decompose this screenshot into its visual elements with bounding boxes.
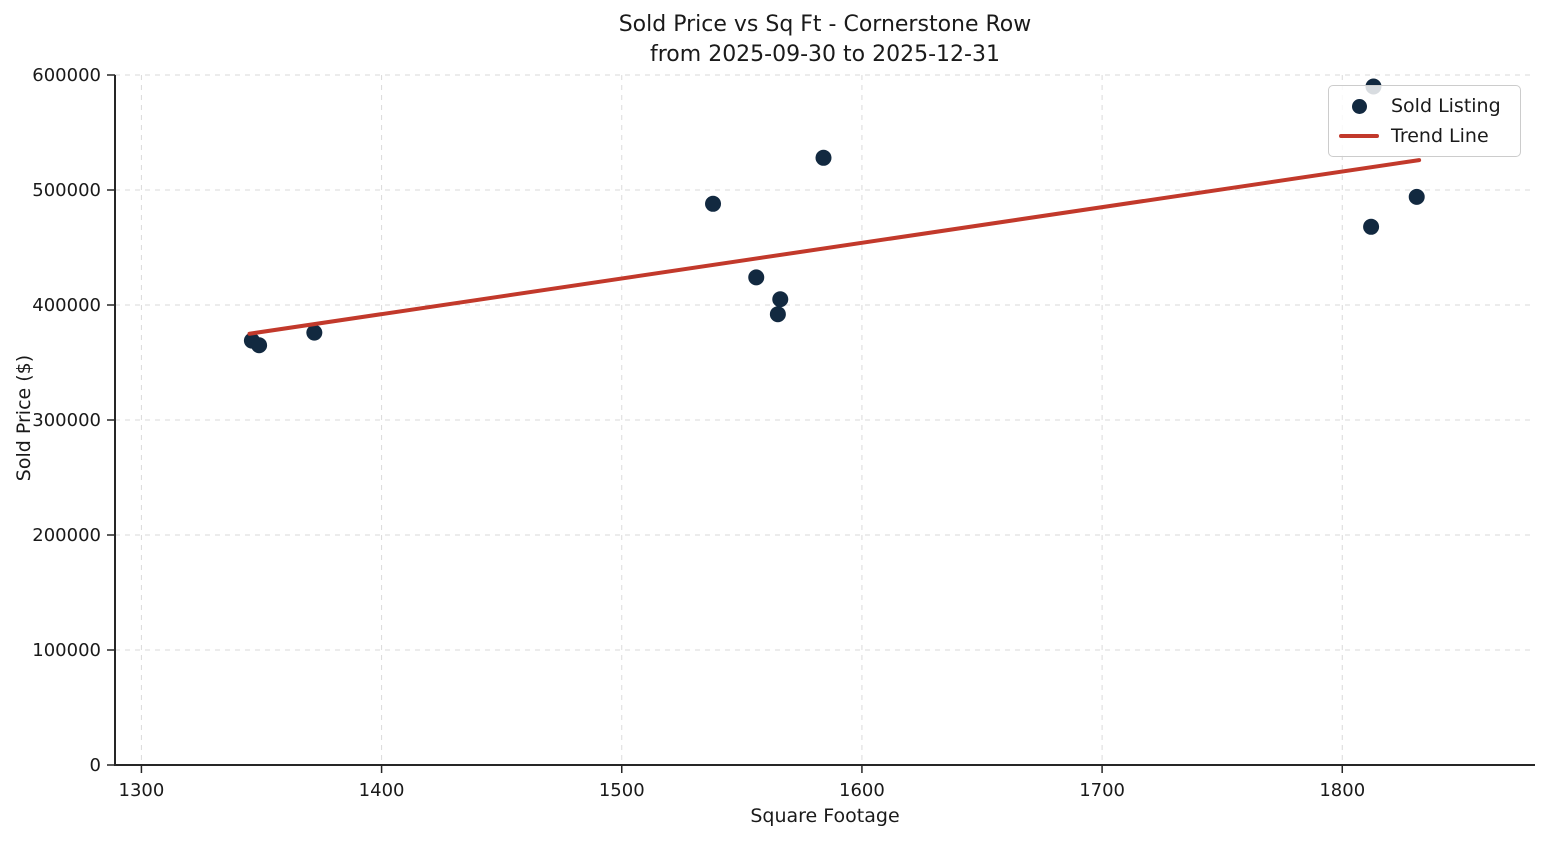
data-point <box>748 269 765 286</box>
x-tick-label: 1400 <box>359 780 405 801</box>
chart-legend: Sold Listing Trend Line <box>1328 85 1521 157</box>
y-tick-label: 100000 <box>32 640 101 661</box>
chart-title: Sold Price vs Sq Ft - Cornerstone Row fr… <box>115 10 1535 71</box>
y-tick-label: 400000 <box>32 295 101 316</box>
data-point <box>251 337 268 354</box>
y-tick-label: 200000 <box>32 525 101 546</box>
data-point <box>772 291 789 308</box>
x-tick-label: 1500 <box>599 780 645 801</box>
sold-listing-marker-icon <box>1339 98 1379 114</box>
data-point <box>1363 218 1380 235</box>
navy-dot-icon <box>1351 98 1367 114</box>
trend-line <box>247 158 1422 336</box>
red-line-icon <box>1339 134 1379 138</box>
y-tick-label: 300000 <box>32 410 101 431</box>
x-tick-label: 1800 <box>1319 780 1365 801</box>
x-axis-label: Square Footage <box>750 805 900 827</box>
y-tick-label: 600000 <box>32 65 101 86</box>
x-tick-label: 1600 <box>839 780 885 801</box>
data-point <box>1408 188 1425 205</box>
chart-title-line1: Sold Price vs Sq Ft - Cornerstone Row <box>618 12 1032 37</box>
legend-label-sold-listing: Sold Listing <box>1391 95 1501 117</box>
data-point <box>306 324 323 341</box>
y-axis-label: Sold Price ($) <box>13 354 35 482</box>
data-point <box>769 306 786 323</box>
trend-line-marker-icon <box>1339 134 1379 138</box>
data-point <box>815 149 832 166</box>
legend-label-trend-line: Trend Line <box>1391 125 1489 147</box>
chart-title-line2: from 2025-09-30 to 2025-12-31 <box>650 42 1000 68</box>
x-tick-label: 1300 <box>119 780 165 801</box>
legend-item-trend-line: Trend Line <box>1339 125 1508 147</box>
y-tick-label: 500000 <box>32 180 101 201</box>
x-tick-label: 1700 <box>1079 780 1125 801</box>
data-point <box>705 195 722 212</box>
y-tick-label: 0 <box>90 755 101 776</box>
legend-item-sold-listing: Sold Listing <box>1339 95 1508 117</box>
